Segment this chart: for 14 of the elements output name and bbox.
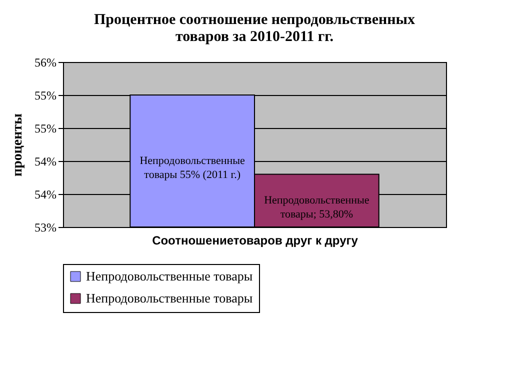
y-tick-label: 56%	[34, 56, 56, 70]
y-tick-label: 55%	[34, 88, 56, 102]
y-tick-label: 53%	[34, 220, 56, 234]
legend-label: Непродовольственные товары	[86, 290, 253, 306]
data-label: Непродовольственные товары 55% (2011 г.)	[140, 155, 246, 181]
text: Процентное соотношение непродовльственных	[94, 12, 415, 28]
y-tick-label: 54%	[34, 188, 56, 202]
text: товаров за 2010-2011 гг.	[175, 29, 334, 45]
x-axis-title: Соотношениетоваров друг к другу	[152, 234, 358, 248]
legend-label: Непродовольственные товары	[86, 268, 253, 284]
y-tick-label: 54%	[34, 154, 56, 168]
y-tick-label: 55%	[34, 122, 56, 136]
y-axis-title: проценты	[10, 113, 26, 177]
data-label: Непродовольственные товары; 53,80%	[264, 194, 370, 221]
